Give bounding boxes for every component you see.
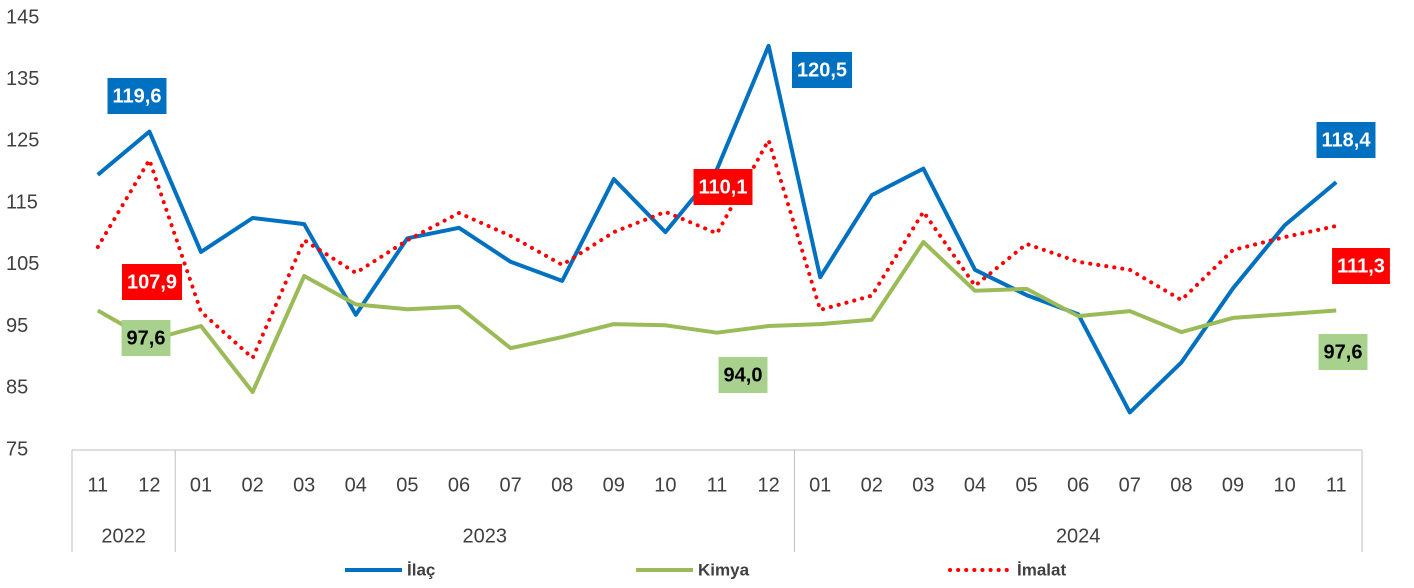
x-tick-label: 07 [1119,474,1141,496]
x-tick-label: 01 [809,474,831,496]
x-tick-label: 04 [964,474,986,496]
x-tick-label: 07 [499,474,521,496]
x-group-label: 2022 [101,525,146,547]
x-tick-label: 12 [757,474,779,496]
y-tick-label: 145 [6,6,39,28]
x-group-label: 2023 [463,525,508,547]
value-label-box [1318,334,1368,370]
value-label-box [718,357,768,393]
y-tick-label: 95 [6,315,28,337]
value-label-box [121,264,183,300]
y-tick-label: 105 [6,253,39,275]
x-tick-label: 09 [1222,474,1244,496]
x-tick-label: 02 [861,474,883,496]
value-label-box [107,78,167,114]
x-tick-label: 10 [654,474,676,496]
value-label: 94,0 [724,364,763,386]
series-line [96,240,1337,394]
x-tick-label: 08 [1170,474,1192,496]
value-label: 97,6 [1324,341,1363,363]
y-tick-label: 85 [6,377,28,399]
value-label: 111,3 [1337,255,1385,277]
value-label: 97,6 [127,327,166,349]
value-label-box [1316,122,1376,158]
value-label: 118,4 [1322,129,1372,151]
x-group-label: 2024 [1056,525,1101,547]
value-label-box [791,52,853,88]
legend-label: İmalat [1017,560,1066,579]
y-tick-label: 135 [6,68,39,90]
value-label: 110,1 [699,176,748,198]
value-label: 119,6 [113,85,162,107]
x-tick-label: 10 [1273,474,1295,496]
legend-label: Kimya [698,560,750,579]
x-tick-label: 02 [241,474,263,496]
x-tick-label: 06 [1067,474,1089,496]
x-tick-label: 11 [1326,474,1347,496]
series-line [95,138,1339,360]
x-tick-label: 11 [707,474,728,496]
value-label-box [1332,248,1390,284]
x-tick-label: 09 [603,474,625,496]
x-tick-label: 01 [190,474,212,496]
x-tick-label: 08 [551,474,573,496]
y-tick-label: 75 [6,438,28,460]
x-tick-label: 05 [1015,474,1037,496]
legend-label: İlaç [407,560,435,579]
x-tick-label: 12 [138,474,160,496]
value-label-box [121,320,171,356]
value-label-box [693,169,753,205]
x-tick-label: 04 [345,474,367,496]
x-tick-label: 03 [293,474,315,496]
x-tick-label: 05 [396,474,418,496]
x-tick-label: 06 [448,474,470,496]
x-tick-label: 03 [912,474,934,496]
value-label: 107,9 [127,271,177,293]
y-tick-label: 115 [6,191,38,213]
y-tick-label: 125 [6,130,39,152]
x-tick-label: 11 [87,474,108,496]
value-label: 120,5 [797,59,847,81]
series-line [96,43,1338,415]
